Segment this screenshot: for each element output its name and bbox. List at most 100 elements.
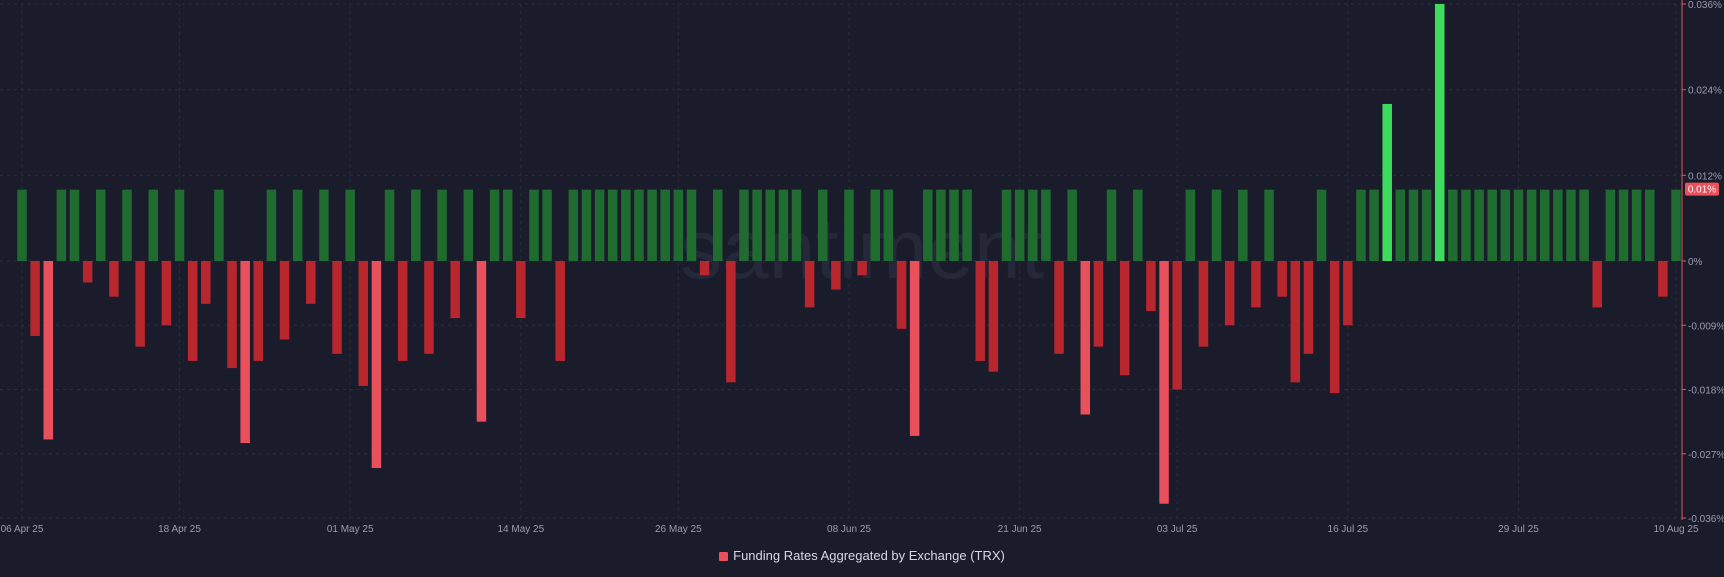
bar[interactable] <box>1290 261 1301 383</box>
bar[interactable] <box>621 189 631 261</box>
bar[interactable] <box>135 261 145 347</box>
bar[interactable] <box>555 261 565 361</box>
bar[interactable] <box>1631 189 1642 261</box>
bar[interactable] <box>1172 261 1182 390</box>
bar[interactable] <box>279 261 290 340</box>
bar[interactable] <box>1041 189 1051 261</box>
bar[interactable] <box>975 261 986 361</box>
bar[interactable] <box>988 261 999 372</box>
bar[interactable] <box>1014 189 1025 261</box>
bar[interactable] <box>463 189 474 261</box>
bar[interactable] <box>502 189 513 261</box>
bar[interactable] <box>529 189 539 261</box>
bar[interactable] <box>1408 189 1419 261</box>
bar[interactable] <box>1251 261 1261 308</box>
bar[interactable] <box>1316 189 1327 261</box>
bar[interactable] <box>1644 189 1655 261</box>
bar[interactable] <box>306 261 316 304</box>
bar[interactable] <box>1028 189 1038 261</box>
bar[interactable] <box>1224 261 1235 326</box>
bar[interactable] <box>1001 189 1012 261</box>
bar[interactable] <box>1500 189 1511 261</box>
bar[interactable] <box>1592 261 1602 308</box>
bar[interactable] <box>69 189 80 261</box>
bar[interactable] <box>857 261 867 276</box>
bar[interactable] <box>292 189 303 261</box>
bar[interactable] <box>489 189 500 261</box>
bar[interactable] <box>607 189 618 261</box>
bar[interactable] <box>844 189 854 261</box>
bar[interactable] <box>109 261 119 297</box>
bar[interactable] <box>1343 261 1353 326</box>
bar[interactable] <box>1539 189 1550 261</box>
bar[interactable] <box>752 189 762 261</box>
bar[interactable] <box>240 261 250 444</box>
bar[interactable] <box>161 261 172 326</box>
bar[interactable] <box>1474 189 1484 261</box>
bar[interactable] <box>174 189 185 261</box>
bar[interactable] <box>345 189 355 261</box>
bar[interactable] <box>699 261 710 276</box>
bar[interactable] <box>1658 261 1668 297</box>
bar[interactable] <box>1579 189 1589 261</box>
bar[interactable] <box>1566 189 1576 261</box>
bar[interactable] <box>896 261 907 329</box>
bar[interactable] <box>634 189 644 261</box>
bar[interactable] <box>1369 189 1379 261</box>
bar[interactable] <box>1054 261 1064 354</box>
bar[interactable] <box>1395 189 1406 261</box>
bar[interactable] <box>1605 189 1616 261</box>
bar[interactable] <box>1238 189 1248 261</box>
bar[interactable] <box>647 189 657 261</box>
bar[interactable] <box>1618 189 1629 261</box>
bar[interactable] <box>936 189 946 261</box>
bar[interactable] <box>1106 189 1117 261</box>
bar[interactable] <box>411 189 421 261</box>
bar[interactable] <box>949 189 959 261</box>
bar[interactable] <box>1421 189 1432 261</box>
bar[interactable] <box>1434 4 1445 261</box>
bar[interactable] <box>1553 189 1563 261</box>
bar[interactable] <box>96 189 106 261</box>
bar[interactable] <box>817 189 828 261</box>
bar[interactable] <box>686 189 697 261</box>
bar[interactable] <box>319 189 329 261</box>
bar[interactable] <box>765 189 775 261</box>
bar[interactable] <box>1119 261 1130 376</box>
bar[interactable] <box>831 261 841 290</box>
bar[interactable] <box>1185 189 1196 261</box>
bar[interactable] <box>1211 189 1222 261</box>
bar[interactable] <box>384 189 395 261</box>
bar[interactable] <box>1461 189 1471 261</box>
bar[interactable] <box>450 261 460 319</box>
bar[interactable] <box>1329 261 1340 394</box>
bar[interactable] <box>253 261 264 361</box>
bar[interactable] <box>424 261 434 354</box>
bar[interactable] <box>371 261 382 469</box>
bar[interactable] <box>581 189 592 261</box>
bar[interactable] <box>1487 189 1497 261</box>
bar[interactable] <box>397 261 408 361</box>
bar[interactable] <box>1198 261 1209 347</box>
bar[interactable] <box>1133 189 1143 261</box>
bar[interactable] <box>660 189 670 261</box>
bar[interactable] <box>739 189 749 261</box>
bar[interactable] <box>1356 189 1366 261</box>
bar[interactable] <box>1513 189 1524 261</box>
bar[interactable] <box>909 261 920 436</box>
bar[interactable] <box>1080 261 1091 415</box>
bar[interactable] <box>568 189 579 261</box>
bar[interactable] <box>30 261 40 336</box>
bar[interactable] <box>1277 261 1287 297</box>
bar[interactable] <box>542 189 552 261</box>
bar[interactable] <box>332 261 342 354</box>
bar[interactable] <box>358 261 369 386</box>
bar[interactable] <box>594 189 605 261</box>
bar[interactable] <box>1382 103 1392 261</box>
bar[interactable] <box>1093 261 1104 347</box>
bar[interactable] <box>791 189 802 261</box>
bar[interactable] <box>56 189 67 261</box>
bar[interactable] <box>962 189 972 261</box>
bar[interactable] <box>778 189 789 261</box>
